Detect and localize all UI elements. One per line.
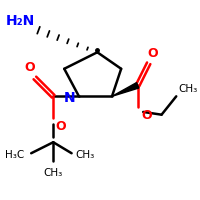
Text: O: O xyxy=(141,109,152,122)
Text: N: N xyxy=(64,91,75,105)
Text: H₂N: H₂N xyxy=(6,14,35,28)
Text: O: O xyxy=(147,47,158,60)
Text: CH₃: CH₃ xyxy=(44,168,63,178)
Text: CH₃: CH₃ xyxy=(75,150,95,160)
Polygon shape xyxy=(112,83,139,96)
Text: O: O xyxy=(55,120,66,133)
Text: CH₃: CH₃ xyxy=(178,84,197,94)
Text: H₃C: H₃C xyxy=(5,150,24,160)
Text: O: O xyxy=(24,61,35,74)
